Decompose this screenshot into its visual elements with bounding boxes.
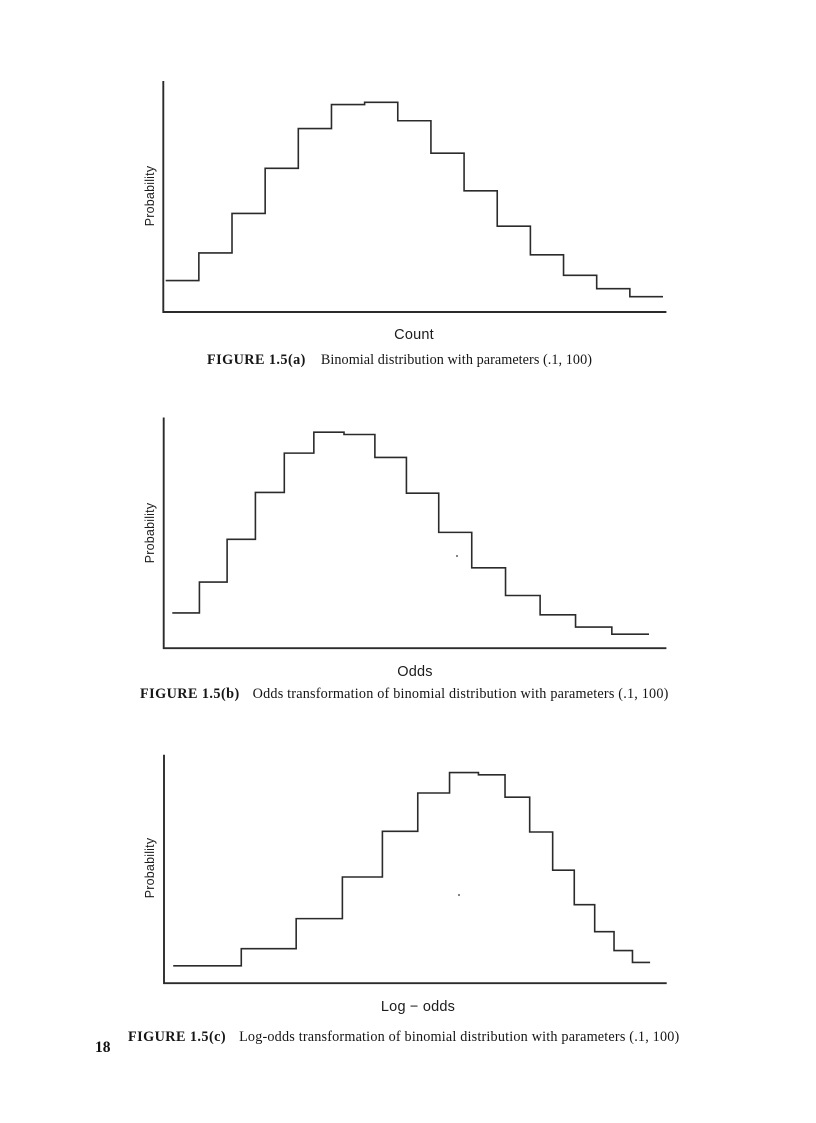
- figure-caption-b-text: Odds transformation of binomial distribu…: [252, 686, 669, 702]
- chart-b: [162, 417, 667, 650]
- scan-speck: [457, 893, 461, 897]
- chart-a-yaxis-label: Probability: [143, 165, 157, 227]
- chart-a: [162, 81, 667, 313]
- chart-a-axes: [162, 81, 667, 313]
- chart-b-xaxis-label: Odds: [397, 664, 433, 680]
- chart-a-xaxis-label: Count: [394, 327, 434, 343]
- chart-c-xaxis-label: Log − odds: [380, 999, 456, 1015]
- chart-c-step-line: [173, 771, 651, 967]
- chart-b-axes: [162, 417, 667, 650]
- chart-b-yaxis-label: Probability: [143, 502, 157, 564]
- figure-caption-c: FIGURE 1.5(c) Log-odds transformation of …: [128, 1030, 679, 1045]
- chart-a-step-line: [165, 101, 663, 298]
- figure-caption-c-text: Log-odds transformation of binomial dist…: [239, 1029, 680, 1045]
- chart-c: [163, 754, 667, 985]
- page-number: 18: [95, 1039, 111, 1056]
- figure-caption-a-number: FIGURE 1.5(a): [207, 352, 306, 368]
- figure-caption-a: FIGURE 1.5(a) Binomial distribution with …: [207, 353, 592, 368]
- scan-speck: [455, 554, 459, 558]
- chart-c-yaxis-label: Probability: [143, 837, 157, 899]
- figure-caption-b: FIGURE 1.5(b) Odds transformation of bino…: [140, 687, 669, 702]
- chart-b-step-line: [172, 431, 649, 635]
- figure-caption-b-number: FIGURE 1.5(b): [140, 686, 240, 702]
- figure-caption-c-number: FIGURE 1.5(c): [128, 1029, 227, 1045]
- chart-c-axes: [163, 754, 667, 985]
- figure-caption-a-text: Binomial distribution with parameters (.…: [320, 352, 593, 368]
